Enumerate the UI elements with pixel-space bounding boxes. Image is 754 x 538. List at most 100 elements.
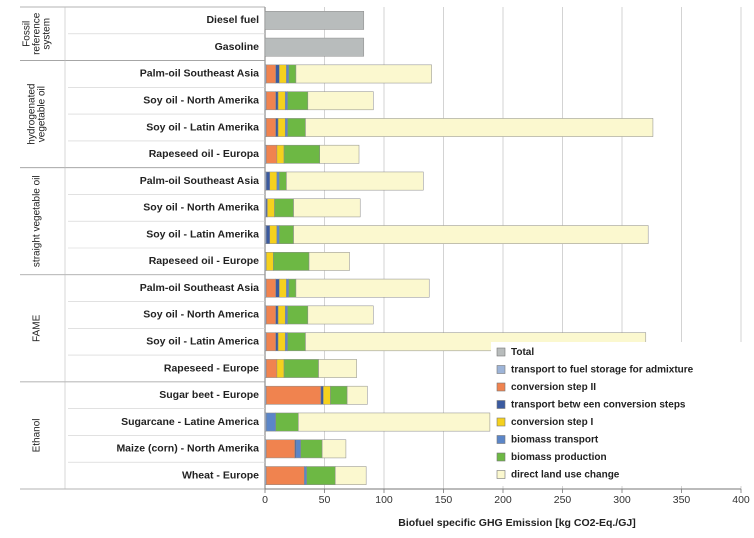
bar-segment [265, 91, 276, 111]
bar-segment [265, 64, 276, 84]
bar-segment [288, 64, 297, 84]
category-label: Wheat - Europe [182, 469, 259, 481]
category-label: Soy oil - Latin Amerika [146, 228, 259, 240]
bar-segment [279, 64, 287, 84]
bar-segment [265, 118, 276, 137]
group-label: straight vegetable oil [32, 175, 43, 267]
bar-segment [330, 385, 348, 405]
category-label: Soy oil - North Amerika [143, 202, 259, 214]
legend-swatch [496, 365, 506, 374]
bar-segment [284, 305, 288, 325]
legend-label: transport to fuel storage for admixture [511, 365, 694, 376]
group-label: vegetable oil [37, 86, 48, 142]
bar-segment [307, 91, 374, 111]
bar-segment [276, 144, 285, 164]
bar-segment [287, 91, 309, 111]
bar-segment [267, 198, 275, 218]
x-tick-label: 100 [375, 494, 393, 506]
legend-swatch [496, 382, 506, 392]
bar-segment [283, 359, 319, 378]
x-tick-label: 350 [673, 494, 691, 506]
bar-segment [283, 144, 320, 164]
group-label: Fossil [22, 21, 33, 47]
bar-segment [321, 439, 347, 459]
bar-segment [279, 278, 287, 298]
category-label: Sugarcane - Latine America [121, 416, 259, 428]
bar-segment [284, 332, 288, 352]
bar-segment [279, 171, 287, 191]
bar-segment [275, 332, 279, 352]
group-label: reference [32, 12, 43, 55]
bar-segment [275, 412, 299, 432]
bar-segment [286, 64, 290, 84]
bar-segment [305, 118, 654, 137]
x-tick-label: 250 [554, 494, 572, 506]
category-label: Gasoline [215, 41, 260, 53]
group-label: Ethanol [32, 418, 43, 452]
legend-label: conversion step II [511, 382, 596, 393]
category-label: Soy oil - North America [143, 309, 259, 321]
bar-segment [265, 439, 296, 459]
legend-swatch [496, 417, 506, 427]
group-label: system [42, 18, 53, 50]
bar-segment [276, 359, 285, 378]
category-label: Palm-oil Southeast Asia [140, 68, 259, 80]
x-axis-label: Biofuel specific GHG Emission [kg CO2-Eq… [398, 517, 635, 529]
x-tick-label: 300 [613, 494, 631, 506]
category-label: Soy oil - Latin Amerika [146, 121, 259, 133]
category-label: Rapeseed - Europe [164, 362, 259, 374]
bar-segment [275, 91, 279, 111]
bar-segment [306, 466, 336, 485]
bar-segment [318, 359, 357, 378]
bar-segment [265, 144, 278, 164]
bar-segment [273, 252, 310, 271]
legend-label: direct land use change [511, 470, 620, 481]
bar-segment [319, 144, 360, 164]
bar-segment [265, 385, 322, 405]
category-label: Rapeseed oil - Europa [149, 148, 259, 160]
legend-swatch [496, 470, 506, 479]
bar-segment [277, 118, 286, 137]
bar-segment [265, 225, 271, 244]
category-label: Palm-oil Southeast Asia [140, 175, 259, 187]
bar-segment [287, 118, 306, 137]
bar-segment [265, 466, 305, 485]
legend-swatch [496, 347, 506, 357]
bar-segment [293, 198, 361, 218]
x-tick-label: 200 [494, 494, 512, 506]
bar-segment [286, 278, 290, 298]
legend-swatch [496, 452, 506, 462]
legend-swatch [496, 400, 506, 409]
bar-segment [265, 305, 276, 325]
legend-swatch [496, 435, 506, 444]
bar-segment [265, 332, 276, 352]
bar-segment [295, 278, 430, 298]
bar-segment [276, 171, 280, 191]
bar-segment [288, 278, 297, 298]
bar-segment [287, 332, 306, 352]
bar-segment [264, 11, 365, 30]
bar-segment [295, 439, 301, 459]
legend-label: transport betw een conversion steps [511, 400, 686, 411]
bar-segment [274, 198, 294, 218]
x-tick-label: 0 [262, 494, 268, 506]
bar-segment [308, 252, 350, 271]
category-label: Soy oil - North Amerika [143, 95, 259, 107]
category-label: Maize (corn) - North Amerika [116, 443, 259, 455]
bar-segment [293, 225, 649, 244]
bar-segment [334, 466, 367, 485]
x-tick-label: 50 [319, 494, 331, 506]
bar-segment [269, 225, 278, 244]
bar-segment [279, 225, 294, 244]
category-label: Sugar beet - Europe [159, 389, 259, 401]
bar-segment [275, 118, 279, 137]
bar-segment [265, 359, 278, 378]
bar-segment [304, 466, 307, 485]
bar-segment [295, 64, 432, 84]
bar-segment [265, 412, 276, 432]
group-label: FAME [32, 314, 43, 342]
bar-segment [320, 385, 324, 405]
group-label: hydrogenated [27, 84, 38, 145]
